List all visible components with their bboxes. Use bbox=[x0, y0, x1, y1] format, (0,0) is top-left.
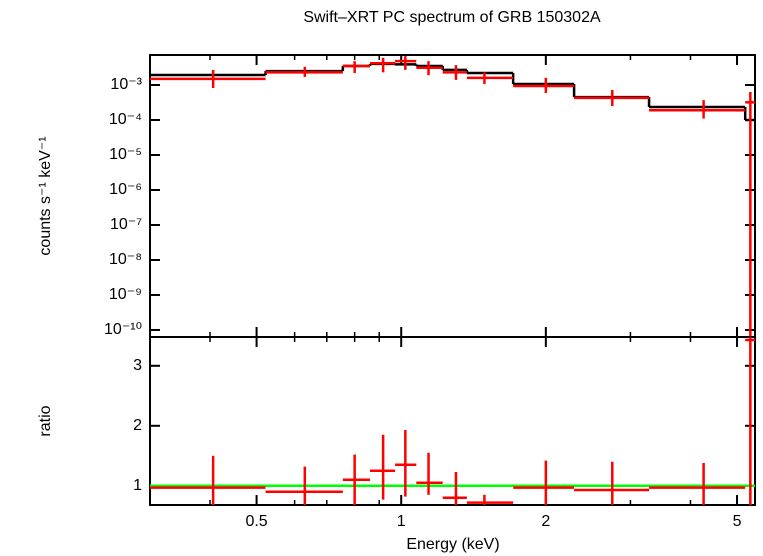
y-tick-label: 1 bbox=[133, 477, 142, 494]
y-tick-label: 10⁻¹⁰ bbox=[104, 321, 142, 338]
x-tick-label: 1 bbox=[397, 513, 406, 530]
panel-frame bbox=[149, 336, 756, 506]
plot-area bbox=[150, 337, 755, 505]
x-axis-label: Energy (keV) bbox=[406, 536, 499, 553]
chart-title: Swift–XRT PC spectrum of GRB 150302A bbox=[303, 9, 601, 26]
y-axis-label: ratio bbox=[37, 405, 54, 436]
y-axis-label: counts s⁻¹ keV⁻¹ bbox=[37, 136, 54, 255]
y-tick-label: 10⁻⁵ bbox=[109, 146, 142, 163]
y-tick-label: 10⁻⁸ bbox=[109, 251, 142, 268]
y-tick-label: 10⁻⁶ bbox=[109, 181, 142, 198]
panel-frame bbox=[149, 54, 756, 338]
x-tick-label: 5 bbox=[733, 513, 742, 530]
y-tick-label: 10⁻⁷ bbox=[110, 216, 142, 233]
y-tick-label: 2 bbox=[133, 417, 142, 434]
plot-area bbox=[150, 56, 755, 337]
x-tick-label: 2 bbox=[541, 513, 550, 530]
x-tick-label: 0.5 bbox=[245, 513, 267, 530]
y-tick-label: 10⁻⁹ bbox=[109, 286, 142, 303]
y-tick-label: 10⁻³ bbox=[110, 76, 142, 93]
y-tick-label: 3 bbox=[133, 357, 142, 374]
y-tick-label: 10⁻⁴ bbox=[109, 111, 142, 128]
